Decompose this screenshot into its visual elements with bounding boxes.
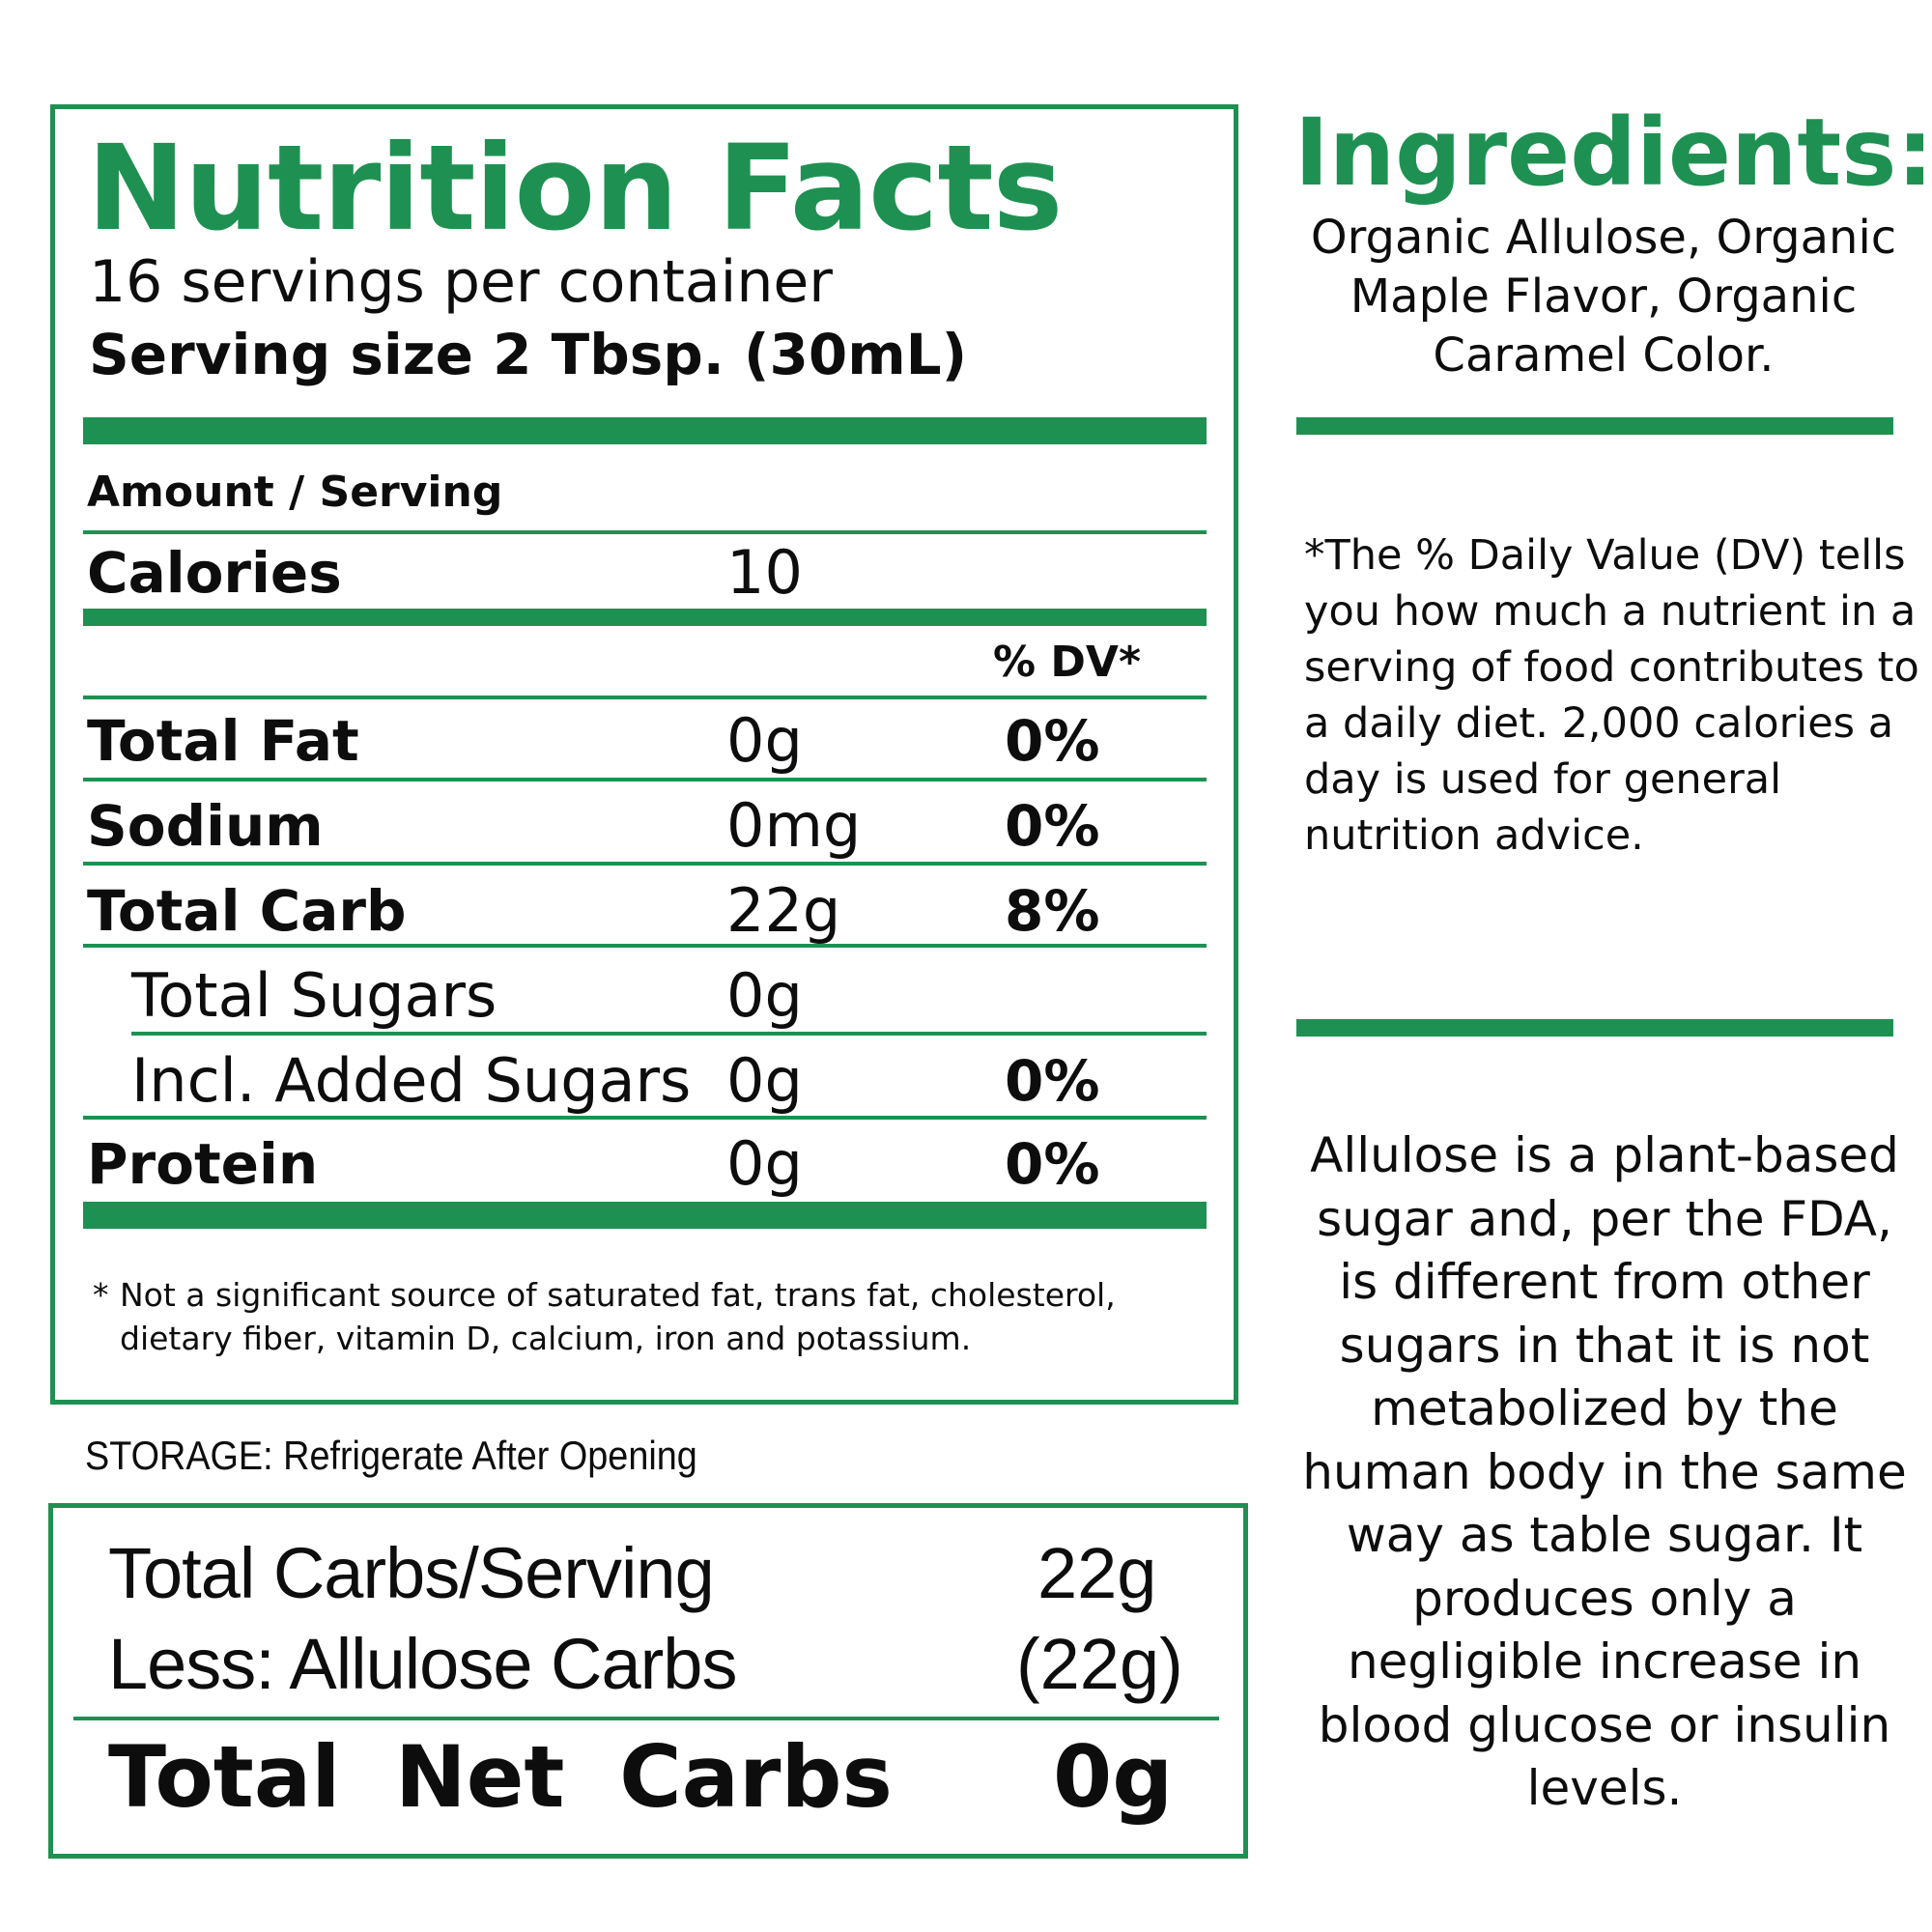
ingredients-title: Ingredients: xyxy=(1294,99,1932,207)
nutrition-facts-panel xyxy=(50,104,1238,1405)
allulose-carbs-value: (22g) xyxy=(1016,1624,1183,1704)
allulose-note: Allulose is a plant-based sugar and, per… xyxy=(1302,1127,1907,1816)
daily-value-note: *The % Daily Value (DV) tells you how mu… xyxy=(1304,531,1919,860)
nutrition-facts-title: Nutrition Facts xyxy=(87,120,1063,257)
divider xyxy=(83,696,1207,699)
nutrient-label-protein: Protein xyxy=(87,1131,319,1197)
nutrient-amount-protein: 0g xyxy=(726,1128,803,1199)
nutrient-amount-sodium: 0mg xyxy=(726,790,862,861)
nutrient-label-sodium: Sodium xyxy=(87,793,324,859)
calories-value: 10 xyxy=(726,537,803,608)
footnote-star: * xyxy=(93,1276,109,1314)
storage-instructions: STORAGE: Refrigerate After Opening xyxy=(85,1433,697,1478)
nutrient-dv-total-carb: 8% xyxy=(1005,878,1100,944)
net-carbs-label: Total Net Carbs xyxy=(108,1727,893,1827)
calories-label: Calories xyxy=(87,540,342,606)
nutrient-amount-total-sugars: 0g xyxy=(726,960,803,1031)
divider xyxy=(83,862,1207,866)
thick-divider xyxy=(83,1202,1207,1229)
dv-header: % DV* xyxy=(993,638,1141,687)
nutrient-dv-added-sugars: 0% xyxy=(1005,1048,1100,1114)
divider xyxy=(83,944,1207,948)
ingredients-divider xyxy=(1296,417,1893,435)
nutrient-label-total-carb: Total Carb xyxy=(87,878,407,944)
nutrient-dv-sodium: 0% xyxy=(1005,793,1100,859)
divider xyxy=(83,778,1207,781)
nutrient-amount-total-carb: 22g xyxy=(726,875,841,946)
divider xyxy=(73,1717,1219,1720)
ingredients-list: Organic Allulose, Organic Maple Flavor, … xyxy=(1310,211,1897,383)
divider xyxy=(83,530,1207,534)
nutrient-amount-total-fat: 0g xyxy=(726,705,803,776)
net-carbs-value: 0g xyxy=(1053,1727,1174,1827)
amount-per-serving-label: Amount / Serving xyxy=(87,468,503,517)
net-carbs-panel xyxy=(48,1503,1248,1859)
total-carbs-serving-value: 22g xyxy=(1037,1533,1157,1613)
note-divider xyxy=(1296,1019,1893,1037)
divider xyxy=(83,1116,1207,1120)
servings-per-container: 16 servings per container xyxy=(89,248,833,316)
allulose-carbs-label: Less: Allulose Carbs xyxy=(108,1624,737,1704)
serving-size: Serving size 2 Tbsp. (30mL) xyxy=(89,322,968,387)
nutrition-footnote: * Not a significant source of saturated … xyxy=(93,1273,1223,1360)
nutrient-label-total-sugars: Total Sugars xyxy=(131,960,497,1031)
footnote-text: Not a significant source of saturated fa… xyxy=(120,1276,1116,1357)
nutrient-label-total-fat: Total Fat xyxy=(87,708,359,774)
thick-divider xyxy=(83,417,1207,444)
total-carbs-serving-label: Total Carbs/Serving xyxy=(108,1533,715,1613)
nutrient-dv-total-fat: 0% xyxy=(1005,708,1100,774)
nutrient-label-added-sugars: Incl. Added Sugars xyxy=(131,1045,692,1116)
medium-divider xyxy=(83,609,1207,626)
nutrient-dv-protein: 0% xyxy=(1005,1131,1100,1197)
nutrient-amount-added-sugars: 0g xyxy=(726,1045,803,1116)
divider xyxy=(131,1032,1207,1036)
